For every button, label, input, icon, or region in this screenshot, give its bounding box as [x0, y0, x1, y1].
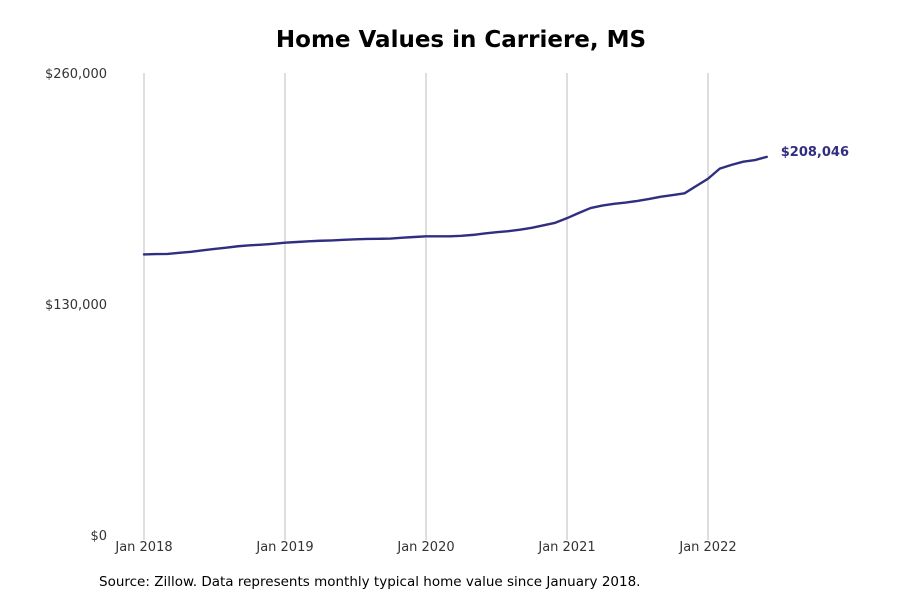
x-tick-label: Jan 2022: [678, 540, 736, 555]
x-tick-label: Jan 2018: [114, 540, 172, 555]
chart-title: Home Values in Carriere, MS: [275, 27, 647, 53]
x-tick-label: Jan 2020: [396, 540, 454, 555]
source-note: Source: Zillow. Data represents monthly …: [99, 574, 641, 590]
y-tick-label: $0: [90, 529, 107, 544]
y-tick-label: $130,000: [45, 298, 107, 313]
end-value-label: $208,046: [781, 145, 849, 160]
series-line: [142, 155, 768, 256]
y-tick-label: $260,000: [45, 67, 107, 82]
x-tick-label: Jan 2019: [255, 540, 313, 555]
x-tick-label: Jan 2021: [537, 540, 595, 555]
